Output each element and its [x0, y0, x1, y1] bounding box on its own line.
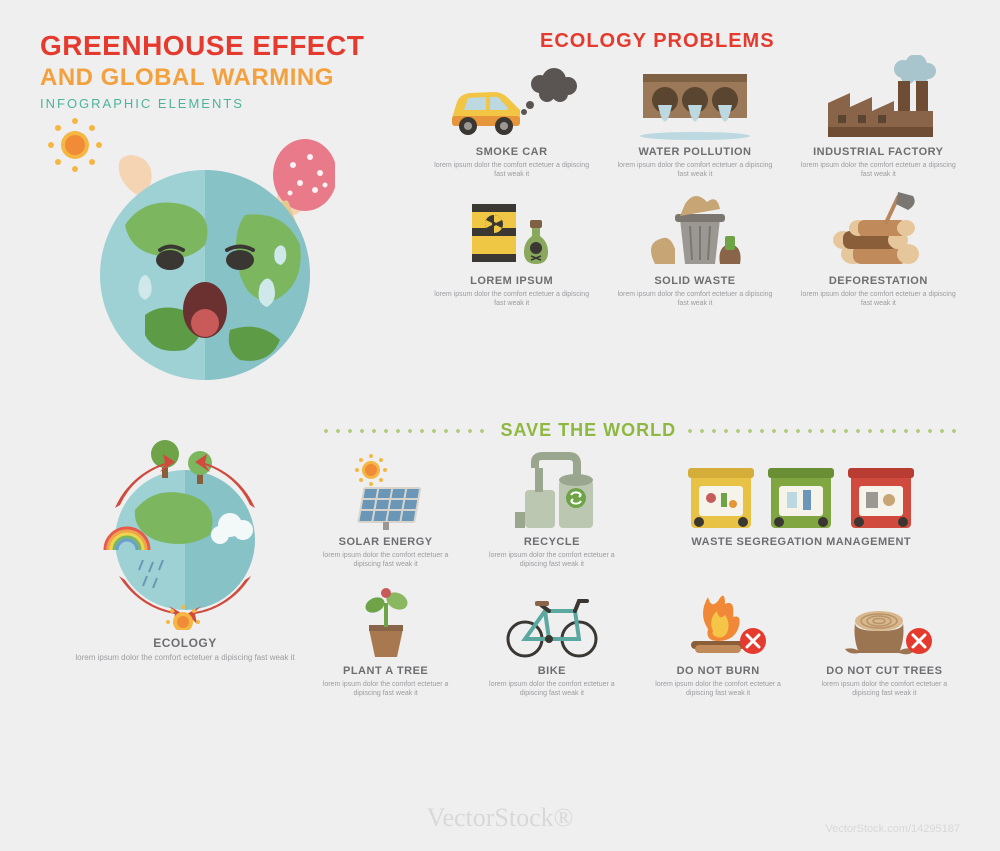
item-title: INDUSTRIAL FACTORY [797, 146, 960, 158]
plant-tree-icon [310, 579, 461, 659]
item-desc: lorem ipsum dolor the comfort ectetuer a… [430, 161, 593, 179]
item-title: DO NOT CUT TREES [809, 665, 960, 677]
deforestation-icon [797, 189, 960, 269]
item-desc: lorem ipsum dolor the comfort ectetuer a… [310, 551, 461, 569]
item-desc: lorem ipsum dolor the comfort ectetuer a… [476, 551, 627, 569]
item-desc: lorem ipsum dolor the comfort ectetuer a… [797, 290, 960, 308]
item-title: SMOKE CAR [430, 146, 593, 158]
do-not-cut-icon [809, 579, 960, 659]
item-desc: lorem ipsum dolor the comfort ectetuer a… [613, 290, 776, 308]
watermark: VectorStock® VectorStock.com/14295187 [0, 803, 1000, 833]
item-title: DEFORESTATION [797, 275, 960, 287]
water-pollution-icon [613, 60, 776, 140]
item-title: WASTE SEGREGATION MANAGEMENT [643, 536, 961, 548]
item-title: BIKE [476, 665, 627, 677]
ecology-problems-title: ECOLOGY PROBLEMS [540, 30, 775, 53]
industrial-factory-icon [797, 60, 960, 140]
item-title: ECOLOGY [65, 636, 305, 650]
separator-dots-right [684, 429, 960, 433]
save-world-header: SAVE THE WORLD [320, 420, 960, 441]
item-title: WATER POLLUTION [613, 146, 776, 158]
waste-bins-icon [643, 450, 961, 530]
item-plant-tree: PLANT A TREE lorem ipsum dolor the comfo… [310, 579, 461, 698]
save-world-grid: SOLAR ENERGY lorem ipsum dolor the comfo… [310, 450, 960, 698]
item-desc: lorem ipsum dolor the comfort ectetuer a… [613, 161, 776, 179]
item-title: PLANT A TREE [310, 665, 461, 677]
item-recycle: RECYCLE lorem ipsum dolor the comfort ec… [476, 450, 627, 569]
item-title: DO NOT BURN [643, 665, 794, 677]
bike-icon [476, 579, 627, 659]
item-desc: lorem ipsum dolor the comfort ectetuer a… [809, 680, 960, 698]
solid-waste-icon [613, 189, 776, 269]
item-deforestation: DEFORESTATION lorem ipsum dolor the comf… [797, 189, 960, 308]
item-water-pollution: WATER POLLUTION lorem ipsum dolor the co… [613, 60, 776, 179]
item-desc: lorem ipsum dolor the comfort ectetuer a… [476, 680, 627, 698]
item-do-not-burn: DO NOT BURN lorem ipsum dolor the comfor… [643, 579, 794, 698]
item-title: LOREM IPSUM [430, 275, 593, 287]
separator-dots-left [320, 429, 492, 433]
item-desc: lorem ipsum dolor the comfort ectetuer a… [643, 680, 794, 698]
item-desc: lorem ipsum dolor the comfort ectetuer a… [430, 290, 593, 308]
hazard-barrel-icon [430, 189, 593, 269]
ecology-problems-grid: SMOKE CAR lorem ipsum dolor the comfort … [430, 60, 960, 308]
item-waste-segregation: WASTE SEGREGATION MANAGEMENT [643, 450, 961, 569]
smoke-car-icon [430, 60, 593, 140]
item-desc: lorem ipsum dolor the comfort ectetuer a… [797, 161, 960, 179]
item-do-not-cut: DO NOT CUT TREES lorem ipsum dolor the c… [809, 579, 960, 698]
item-bike: BIKE lorem ipsum dolor the comfort ectet… [476, 579, 627, 698]
watermark-id: VectorStock.com/14295187 [825, 823, 960, 835]
item-solar-energy: SOLAR ENERGY lorem ipsum dolor the comfo… [310, 450, 461, 569]
ecology-globe-icon [65, 430, 305, 630]
item-desc: lorem ipsum dolor the comfort ectetuer a… [65, 653, 305, 663]
item-title: SOLAR ENERGY [310, 536, 461, 548]
item-lorem-ipsum: LOREM IPSUM lorem ipsum dolor the comfor… [430, 189, 593, 308]
watermark-brand: VectorStock® [427, 803, 574, 832]
item-title: RECYCLE [476, 536, 627, 548]
ecology-item: ECOLOGY lorem ipsum dolor the comfort ec… [65, 430, 305, 663]
item-smoke-car: SMOKE CAR lorem ipsum dolor the comfort … [430, 60, 593, 179]
save-world-title: SAVE THE WORLD [500, 420, 676, 441]
sad-earth-icon [75, 135, 305, 365]
item-title: SOLID WASTE [613, 275, 776, 287]
solar-energy-icon [310, 450, 461, 530]
item-industrial-factory: INDUSTRIAL FACTORY lorem ipsum dolor the… [797, 60, 960, 179]
do-not-burn-icon [643, 579, 794, 659]
item-desc: lorem ipsum dolor the comfort ectetuer a… [310, 680, 461, 698]
item-solid-waste: SOLID WASTE lorem ipsum dolor the comfor… [613, 189, 776, 308]
recycle-icon [476, 450, 627, 530]
